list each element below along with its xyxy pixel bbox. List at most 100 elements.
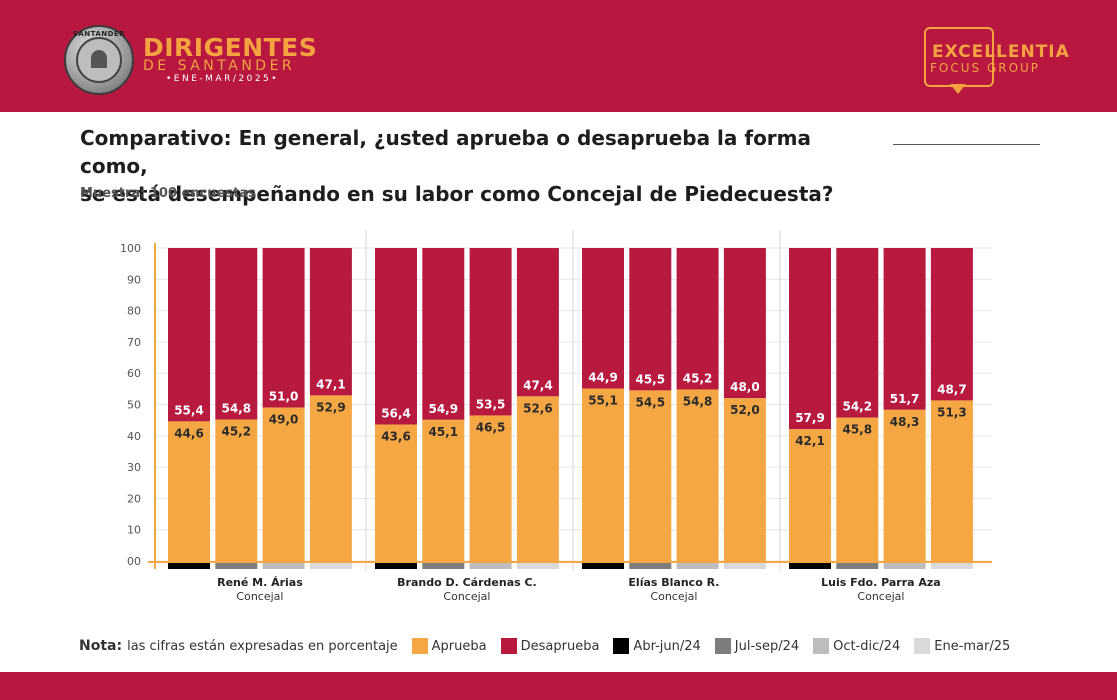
group-role-label: Concejal — [857, 590, 904, 603]
bar-desaprueba — [422, 248, 465, 420]
bar-desaprueba — [883, 248, 926, 410]
legend-swatch — [613, 638, 630, 654]
y-tick-label: 70 — [127, 336, 141, 349]
legend-swatch — [411, 638, 428, 654]
legend-swatch — [714, 638, 731, 654]
group-name-label: Brando D. Cárdenas C. — [397, 576, 537, 589]
group-name-label: René M. Árias — [217, 576, 303, 589]
legend-item: Jul-sep/24 — [714, 638, 800, 654]
period-marker — [469, 563, 512, 569]
legend-item: Abr-jun/24 — [613, 638, 701, 654]
question-line-2: se está desempeñando en su labor como Co… — [80, 182, 834, 206]
partner-title: EXCELLENTIA — [932, 42, 1070, 62]
bar-aprueba — [262, 407, 305, 561]
legend-swatch — [914, 638, 931, 654]
value-label-aprueba: 54,5 — [635, 395, 665, 409]
y-tick-label: 90 — [127, 273, 141, 286]
y-tick-label: 60 — [127, 367, 141, 380]
bar-aprueba — [309, 395, 352, 561]
y-tick-label: 40 — [127, 430, 141, 443]
period-marker — [723, 563, 766, 569]
legend-swatch — [813, 638, 830, 654]
bar-desaprueba — [215, 248, 258, 420]
period-marker — [215, 563, 258, 569]
group-role-label: Concejal — [236, 590, 283, 603]
y-tick-label: 10 — [127, 524, 141, 537]
bar-aprueba — [422, 419, 465, 561]
bar-aprueba — [723, 398, 766, 561]
y-tick-label: 50 — [127, 399, 141, 412]
legend-items: Aprueba Desaprueba Abr-jun/24 Jul-sep/24 Oct… — [411, 638, 1010, 654]
value-label-aprueba: 55,1 — [588, 394, 618, 408]
period-marker — [629, 563, 672, 569]
period-marker — [836, 563, 879, 569]
value-label-desaprueba: 45,5 — [635, 372, 665, 386]
bar-desaprueba — [469, 248, 512, 416]
brand-subtitle: DE SANTANDER — [143, 58, 296, 74]
partner-subtitle: FOCUS GROUP — [930, 61, 1041, 75]
bar-aprueba — [676, 389, 719, 561]
y-tick-label: 30 — [127, 461, 141, 474]
value-label-desaprueba: 48,7 — [937, 382, 967, 396]
value-label-aprueba: 45,2 — [221, 425, 251, 439]
legend-label: Jul-sep/24 — [734, 638, 800, 654]
approval-comparison-chart: 00 10 20 30 40 50 60 70 80 90 100 55,4 44,6 54,8 45,2 5… — [120, 230, 992, 603]
sample-size: Muestra: 100 encuestas — [80, 186, 256, 201]
value-label-aprueba: 42,1 — [795, 434, 825, 448]
period-marker — [883, 563, 926, 569]
legend-label: Desaprueba — [520, 638, 600, 654]
value-label-aprueba: 48,3 — [890, 415, 920, 429]
bar-aprueba — [469, 415, 512, 561]
question-line-1: Comparativo: En general, ¿usted aprueba … — [80, 126, 812, 178]
title-rule — [893, 144, 1040, 145]
legend-item: Ene-mar/25 — [914, 638, 1010, 654]
period-marker — [262, 563, 305, 569]
legend-item: Oct-dic/24 — [813, 638, 900, 654]
bar-desaprueba — [375, 248, 417, 425]
value-label-aprueba: 51,3 — [937, 405, 967, 419]
period-marker — [375, 563, 417, 569]
group-role-label: Concejal — [650, 590, 697, 603]
bar-desaprueba — [262, 248, 305, 408]
bar-desaprueba — [789, 248, 831, 430]
value-label-desaprueba: 55,4 — [174, 403, 204, 417]
value-label-aprueba: 43,6 — [381, 430, 411, 444]
period-marker — [309, 563, 352, 569]
bar-aprueba — [930, 400, 973, 561]
group-name-label: Luis Fdo. Parra Aza — [821, 576, 941, 589]
legend-swatch — [500, 638, 517, 654]
bar-desaprueba — [629, 248, 672, 391]
santander-seal-logo: SANTANDER — [64, 25, 134, 95]
period-marker — [582, 563, 624, 569]
value-label-desaprueba: 51,0 — [269, 390, 299, 404]
y-tick-label: 80 — [127, 305, 141, 318]
value-label-desaprueba: 47,4 — [523, 378, 553, 392]
value-label-aprueba: 46,5 — [476, 420, 506, 434]
legend-item: Desaprueba — [500, 638, 600, 654]
value-label-desaprueba: 51,7 — [890, 392, 920, 406]
legend-item: Aprueba — [411, 638, 487, 654]
bar-desaprueba — [309, 248, 352, 396]
value-label-desaprueba: 56,4 — [381, 407, 411, 421]
value-label-desaprueba: 54,9 — [428, 402, 458, 416]
bar-aprueba — [215, 419, 258, 561]
value-label-desaprueba: 54,2 — [842, 400, 872, 414]
bar-aprueba — [883, 409, 926, 561]
value-label-desaprueba: 57,9 — [795, 411, 825, 425]
legend-label: Abr-jun/24 — [633, 638, 701, 654]
header-bar — [0, 0, 1117, 112]
bar-desaprueba — [723, 248, 766, 399]
group-name-label: Elías Blanco R. — [628, 576, 719, 589]
legend-label: Aprueba — [431, 638, 487, 654]
bar-aprueba — [375, 424, 417, 561]
value-label-aprueba: 52,9 — [316, 400, 346, 414]
bar-aprueba — [789, 429, 831, 561]
bar-desaprueba — [836, 248, 879, 418]
value-label-aprueba: 54,8 — [683, 394, 713, 408]
bar-desaprueba — [676, 248, 719, 390]
y-tick-label: 100 — [120, 242, 141, 255]
seal-text: SANTANDER — [72, 30, 126, 38]
speech-bubble-tail-icon — [950, 84, 966, 94]
legend: Nota: las cifras están expresadas en por… — [79, 636, 1010, 656]
bar-desaprueba — [168, 248, 210, 422]
